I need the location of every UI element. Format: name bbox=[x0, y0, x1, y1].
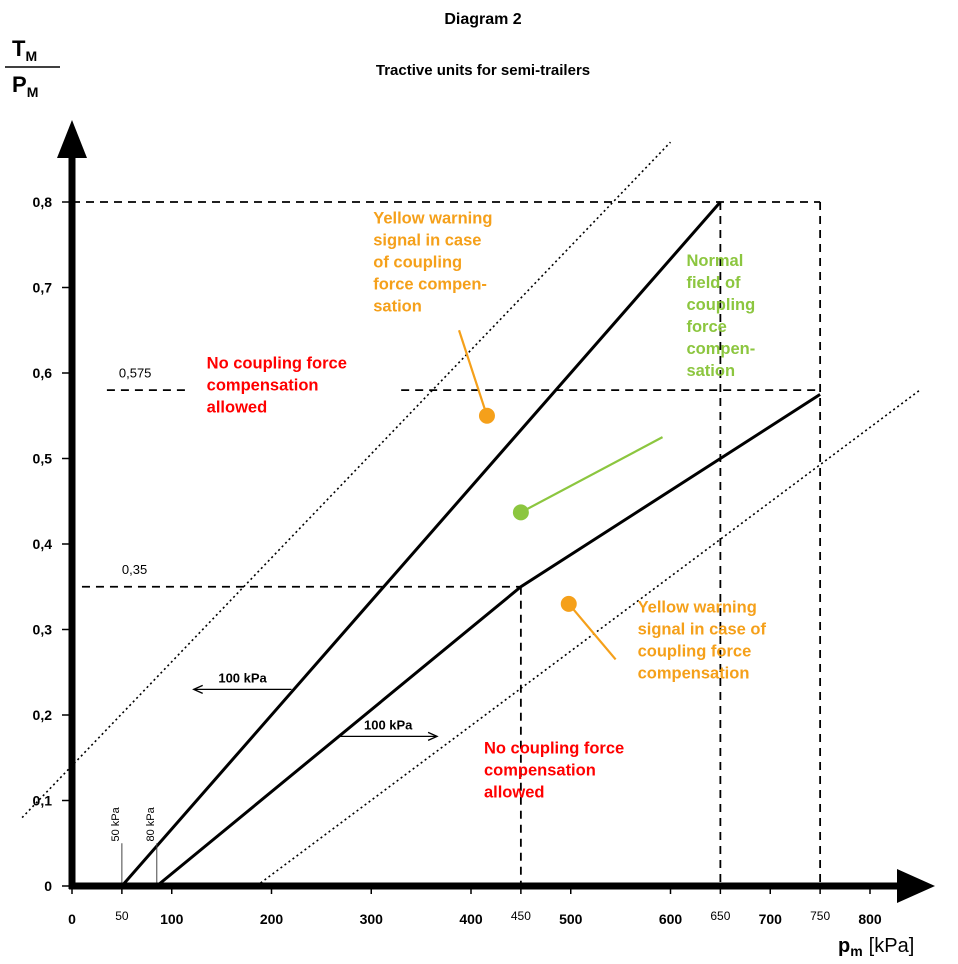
marker-dot-1 bbox=[512, 504, 529, 521]
x-tick-label-12: 800 bbox=[858, 911, 882, 927]
x-tick-label-7: 500 bbox=[559, 911, 583, 927]
y-label-numerator: T bbox=[12, 36, 26, 61]
x-axis-arrowhead bbox=[897, 869, 935, 903]
yellow-upper-label-line: of coupling bbox=[373, 253, 462, 271]
yellow-upper-label-line: signal in case bbox=[373, 231, 481, 249]
y-tick-label-8: 0,8 bbox=[33, 194, 53, 210]
x-tick-label-8: 600 bbox=[659, 911, 683, 927]
yellow-upper-label-line: Yellow warning bbox=[373, 209, 492, 227]
normal-field-label-line: compen- bbox=[686, 340, 755, 358]
series-line-0 bbox=[120, 201, 722, 887]
marker-dot-2 bbox=[560, 595, 577, 612]
annotations: 50 kPa 80 kPa 100 kPa 100 kPa Yellow warning… bbox=[110, 209, 767, 886]
normal-field-label-line: coupling bbox=[686, 296, 755, 314]
arrow-label-1: 100 kPa bbox=[364, 717, 413, 732]
reference-lines: 0,575 0,35 bbox=[72, 201, 822, 886]
arrow-head-0 bbox=[192, 684, 203, 694]
arrow-head-1 bbox=[427, 731, 439, 741]
x-tick-label-4: 300 bbox=[360, 911, 384, 927]
y-axis-label: TM PM bbox=[5, 36, 60, 100]
yellow-lower-label-line: signal in case of bbox=[638, 620, 767, 638]
x-tick-label-9: 650 bbox=[710, 909, 730, 923]
red-upper-label: No coupling force compensation allowed bbox=[207, 355, 347, 417]
x-tick-label-2: 100 bbox=[160, 911, 184, 927]
series-line-1 bbox=[155, 393, 821, 888]
y-tick-label-0: 0 bbox=[44, 878, 52, 894]
axes: 0 0,1 0,2 0,3 0,4 0,5 0,6 0,7 0,8 0 50 100 200 300 400… bbox=[33, 120, 935, 927]
red-lower-label: No coupling force compensation allowed bbox=[484, 739, 624, 801]
svg-text:pm[kPa]: pm [kPa] bbox=[838, 935, 914, 959]
level-label-1: 0,35 bbox=[122, 562, 147, 577]
y-tick-label-1: 0,1 bbox=[33, 793, 53, 809]
level-label-0: 0,575 bbox=[119, 365, 152, 380]
normal-field-label: Normal field of coupling force compen-sation bbox=[686, 252, 755, 380]
y-label-numerator-sub: M bbox=[25, 48, 37, 64]
red-lower-label-line: compensation bbox=[484, 761, 596, 779]
arrow-label-0: 100 kPa bbox=[218, 670, 267, 685]
y-tick-label-7: 0,7 bbox=[33, 280, 53, 296]
x-tick-label-3: 200 bbox=[260, 911, 284, 927]
yellow-upper-label-line: sation bbox=[373, 297, 422, 315]
y-label-denominator: P bbox=[12, 72, 27, 97]
pressure-mark-label-1: 80 kPa bbox=[145, 806, 157, 841]
normal-field-label-line: field of bbox=[686, 274, 741, 292]
chart-title: Diagram 2 bbox=[444, 11, 521, 28]
y-tick-label-5: 0,5 bbox=[33, 451, 53, 467]
svg-text:TM: TM bbox=[12, 36, 37, 64]
pressure-mark-label-0: 50 kPa bbox=[110, 806, 122, 841]
series-line-3 bbox=[256, 389, 921, 887]
yellow-lower-label-line: Yellow warning bbox=[638, 598, 757, 616]
normal-field-label-line: force bbox=[686, 318, 726, 336]
normal-field-leader bbox=[520, 436, 664, 514]
x-tick-label-11: 750 bbox=[810, 909, 830, 923]
x-label-sub: m bbox=[850, 943, 862, 959]
chart-subtitle: Tractive units for semi-trailers bbox=[376, 62, 590, 79]
x-tick-label-10: 700 bbox=[759, 911, 783, 927]
y-label-denominator-sub: M bbox=[27, 84, 39, 100]
series-lines bbox=[21, 141, 921, 888]
marker-dot-0 bbox=[478, 407, 495, 424]
x-label-unit: [kPa] bbox=[869, 935, 915, 957]
x-tick-label-1: 50 bbox=[115, 909, 129, 923]
yellow-upper-label-line: force compen- bbox=[373, 275, 487, 293]
yellow-lower-leader bbox=[567, 603, 617, 661]
yellow-upper-label: Yellow warning signal in case of coupling f… bbox=[373, 209, 492, 315]
x-label-main: p bbox=[838, 935, 850, 957]
y-tick-label-6: 0,6 bbox=[33, 365, 53, 381]
normal-field-label-line: sation bbox=[686, 362, 735, 380]
red-lower-label-line: No coupling force bbox=[484, 739, 624, 757]
y-tick-label-3: 0,3 bbox=[33, 622, 53, 638]
red-upper-label-line: allowed bbox=[207, 399, 268, 417]
red-lower-label-line: allowed bbox=[484, 783, 545, 801]
x-tick-label-0: 0 bbox=[68, 911, 76, 927]
y-tick-label-4: 0,4 bbox=[33, 536, 53, 552]
x-axis-label: pm [kPa] bbox=[838, 935, 914, 959]
y-tick-label-2: 0,2 bbox=[33, 707, 53, 723]
x-tick-label-6: 450 bbox=[511, 909, 531, 923]
normal-field-label-line: Normal bbox=[686, 252, 743, 270]
series-line-2 bbox=[21, 141, 672, 819]
yellow-upper-leader bbox=[457, 329, 489, 417]
x-tick-label-5: 400 bbox=[459, 911, 483, 927]
yellow-lower-label: Yellow warning signal in case of coupling … bbox=[638, 598, 767, 682]
red-upper-label-line: compensation bbox=[207, 377, 319, 395]
yellow-lower-label-line: compensation bbox=[638, 664, 750, 682]
red-upper-label-line: No coupling force bbox=[207, 355, 347, 373]
y-axis-arrowhead bbox=[57, 120, 87, 158]
svg-text:PM: PM bbox=[12, 72, 38, 100]
yellow-lower-label-line: coupling force bbox=[638, 642, 752, 660]
